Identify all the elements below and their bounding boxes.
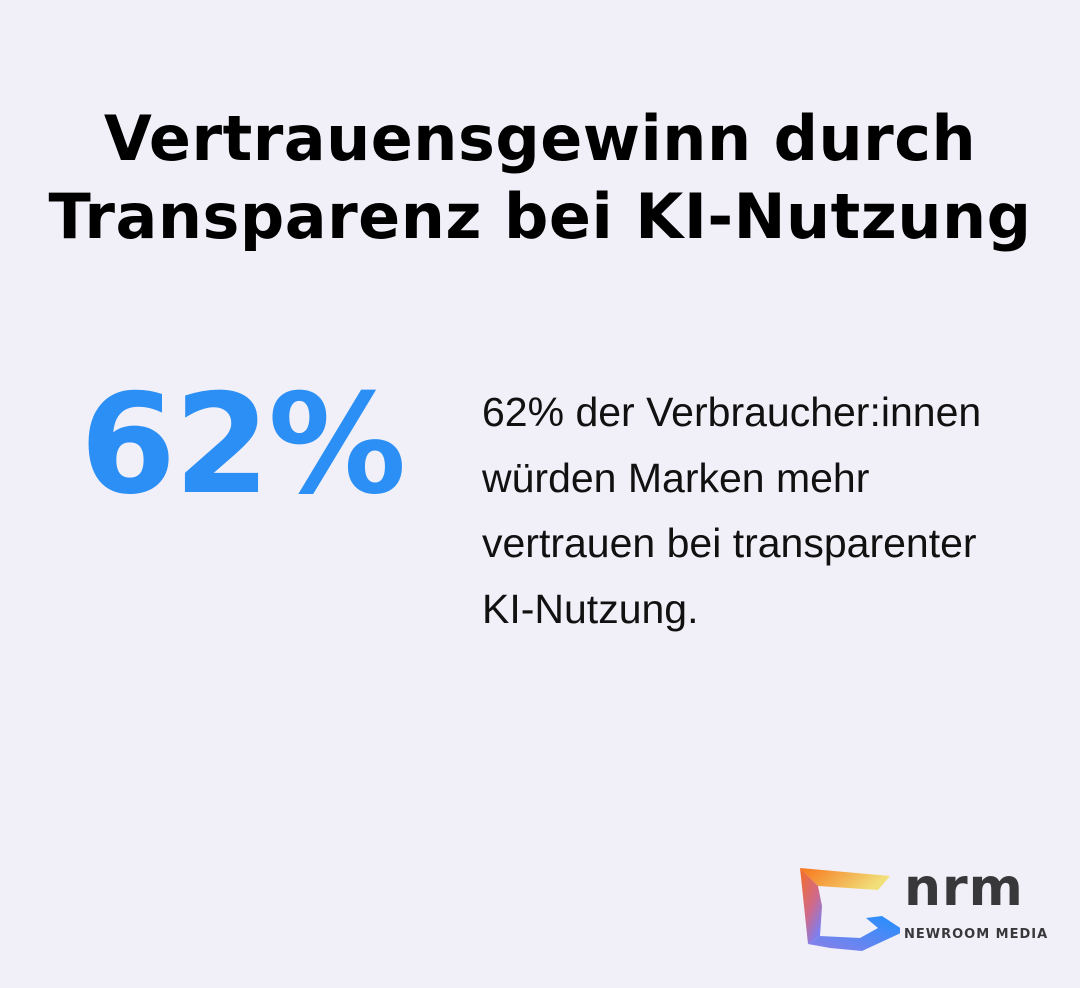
stat-description: 62% der Verbraucher:innen würden Marken …	[482, 389, 982, 632]
logo-wordmark: nrm	[904, 858, 1024, 918]
stat-value: 62%	[80, 364, 406, 525]
newroom-media-logo: nrm NEWROOM MEDIA	[800, 858, 1050, 951]
page-title: Vertrauensgewinn durch Transparenz bei K…	[48, 102, 1032, 253]
logo-tagline: NEWROOM MEDIA	[904, 927, 1049, 942]
logo-mark-icon	[800, 868, 900, 951]
